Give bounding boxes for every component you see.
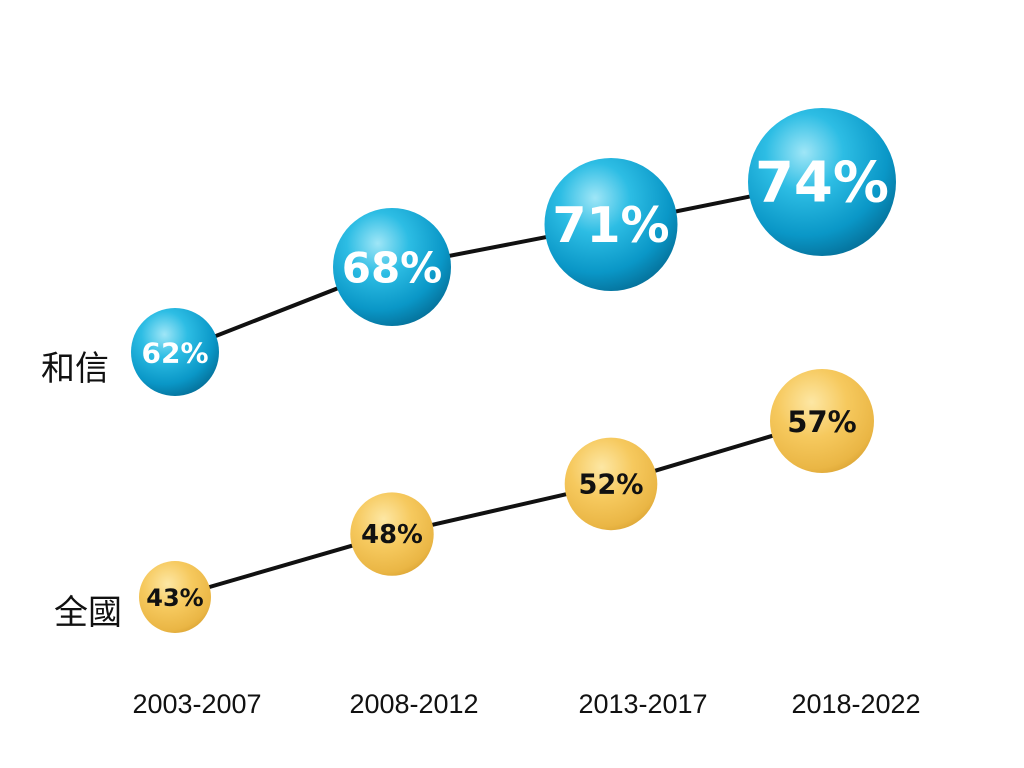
data-point-national-1 [139, 561, 211, 633]
data-point-national-4 [770, 369, 874, 473]
series-heshin: 62% 68% 71% 74% 和信 [41, 108, 896, 396]
x-tick-label-4: 2018-2022 [791, 689, 920, 719]
data-label-national-2: 48% [361, 520, 423, 550]
series-line-national [174, 419, 823, 599]
data-point-heshin-3 [544, 158, 678, 291]
series-label-national: 全國 [54, 593, 122, 633]
series-label-heshin: 和信 [41, 349, 109, 389]
data-point-national-3 [564, 437, 658, 531]
x-tick-label-2: 2008-2012 [349, 689, 478, 719]
series-line-heshin [174, 180, 823, 354]
data-point-national-2 [350, 492, 434, 576]
x-tick-label-1: 2003-2007 [132, 689, 261, 719]
data-label-heshin-4: 74% [755, 151, 889, 216]
x-tick-label-3: 2013-2017 [578, 689, 707, 719]
data-label-national-4: 57% [787, 405, 856, 439]
series-national: 43% 48% 52% 57% 全國 [54, 369, 874, 633]
data-label-heshin-2: 68% [342, 244, 443, 293]
data-label-national-1: 43% [146, 584, 203, 612]
data-point-heshin-4 [748, 108, 896, 256]
data-point-heshin-2 [333, 208, 451, 326]
data-point-heshin-1 [131, 308, 219, 396]
data-label-national-3: 52% [578, 469, 643, 500]
data-label-heshin-1: 62% [141, 337, 208, 370]
data-label-heshin-3: 71% [552, 197, 669, 254]
